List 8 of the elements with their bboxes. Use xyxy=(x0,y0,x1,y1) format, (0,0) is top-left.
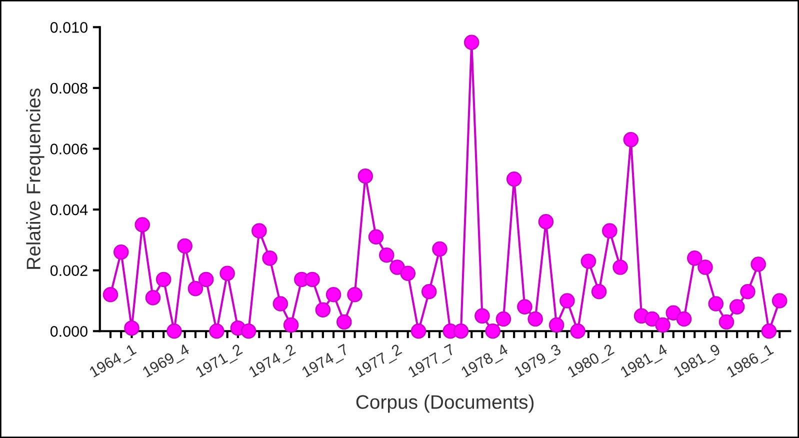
y-tick-label: 0.006 xyxy=(50,144,88,154)
y-axis-title: Relative Frequencies xyxy=(26,88,44,269)
y-tick-label: 0.002 xyxy=(50,265,88,276)
y-tick-label: 0.000 xyxy=(50,326,88,337)
x-axis-title: Corpus (Documents) xyxy=(356,394,534,413)
y-tick-label: 0.008 xyxy=(50,82,88,94)
y-tick-label: 0.004 xyxy=(50,204,88,216)
y-tick-label: 0.010 xyxy=(50,22,88,33)
